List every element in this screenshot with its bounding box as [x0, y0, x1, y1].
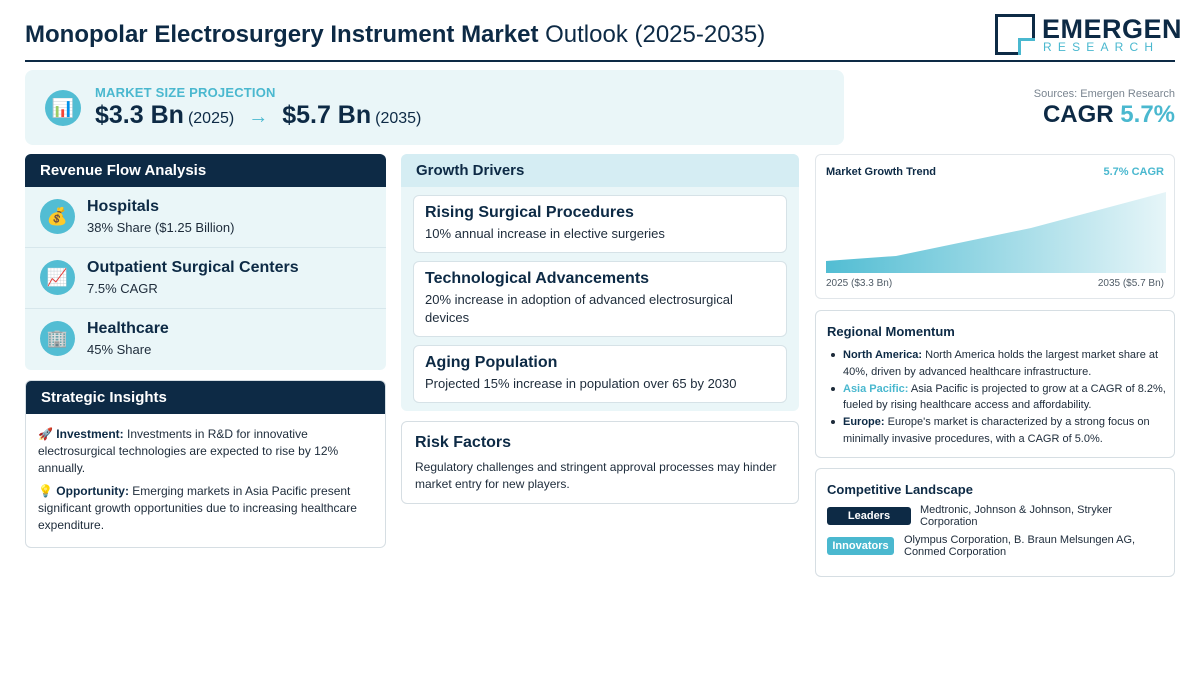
- revenue-item-detail: 7.5% CAGR: [87, 281, 158, 296]
- driver-detail: 20% increase in adoption of advanced ele…: [425, 292, 733, 325]
- region-text: Asia Pacific is projected to grow at a C…: [843, 382, 1166, 412]
- logo-wordmark: EMERGEN: [1042, 14, 1183, 44]
- driver-item: Aging Population Projected 15% increase …: [413, 345, 787, 403]
- cagr-value: CAGR 5.7%: [1034, 101, 1175, 129]
- projection-label: MARKET SIZE PROJECTION: [95, 85, 276, 100]
- revenue-item-title: Hospitals: [87, 198, 160, 215]
- driver-item: Technological Advancements 20% increase …: [413, 261, 787, 337]
- growth-drivers-heading: Growth Drivers: [401, 154, 799, 187]
- competitive-landscape-heading: Competitive Landscape: [827, 482, 973, 497]
- competitor-names: Medtronic, Johnson & Johnson, Stryker Co…: [920, 504, 1112, 528]
- revenue-item: 🏢 Healthcare 45% Share: [25, 309, 386, 370]
- region-item: Europe: Europe's market is characterized…: [828, 414, 1166, 448]
- region-text: North America holds the largest market s…: [843, 349, 1159, 378]
- lightbulb-icon: 💡: [38, 484, 53, 498]
- cagr-label: CAGR: [1042, 101, 1114, 128]
- page-title-bold: Monopolar Electrosurgery Instrument Mark…: [25, 21, 539, 48]
- insight-label: Investment:: [56, 427, 124, 441]
- insight-text: Investments in R&D for innovative electr…: [38, 427, 339, 475]
- region-text: Europe's market is characterized by a st…: [843, 416, 1150, 445]
- insight-label: Opportunity:: [56, 484, 129, 498]
- revenue-flow-card: Revenue Flow Analysis 💰 Hospitals 38% Sh…: [25, 154, 386, 370]
- trend-start-label: 2025 ($3.3 Bn): [826, 278, 893, 289]
- innovators-badge: Innovators: [827, 537, 894, 555]
- revenue-item-detail: 38% Share ($1.25 Billion): [87, 220, 235, 235]
- cagr-summary: Sources: Emergen Research CAGR 5.7%: [1034, 88, 1175, 129]
- logo-subtitle: RESEARCH: [1043, 40, 1160, 54]
- leaders-badge: Leaders: [827, 507, 911, 525]
- revenue-item: 💰 Hospitals 38% Share ($1.25 Billion): [25, 187, 386, 248]
- region-name: North America:: [843, 349, 923, 361]
- revenue-item: 📈 Outpatient Surgical Centers 7.5% CAGR: [25, 248, 386, 309]
- page-header: Monopolar Electrosurgery Instrument Mark…: [25, 12, 1182, 62]
- rocket-icon: 🚀: [38, 427, 53, 441]
- market-growth-trend-card: Market Growth Trend 5.7% CAGR 2025 ($3.3…: [815, 154, 1175, 299]
- money-bag-icon: 💰: [40, 199, 75, 234]
- sources-note: Sources: Emergen Research: [1033, 88, 1175, 100]
- driver-item: Rising Surgical Procedures 10% annual in…: [413, 195, 787, 253]
- insight-text: Emerging markets in Asia Pacific present…: [38, 484, 357, 532]
- strategic-insights-heading: Strategic Insights: [26, 381, 385, 414]
- market-size-projection: 📊 MARKET SIZE PROJECTION $3.3 Bn (2025) → $…: [25, 70, 844, 145]
- regional-list: North America: North America holds the l…: [828, 347, 1166, 448]
- projection-start-year: (2025): [187, 110, 235, 127]
- region-item: Asia Pacific: Asia Pacific is projected …: [828, 381, 1166, 415]
- trend-area: [826, 192, 1166, 273]
- projection-start-value: $3.3 Bn: [95, 101, 184, 129]
- competitor-names: Olympus Corporation, B. Braun Melsungen …: [904, 534, 1136, 558]
- emergen-logo: EMERGEN RESEARCH: [995, 14, 1182, 56]
- risk-factors-text: Regulatory challenges and stringent appr…: [415, 460, 777, 491]
- projection-values: $3.3 Bn (2025) → $5.7 Bn (2035): [95, 101, 421, 130]
- revenue-flow-heading: Revenue Flow Analysis: [25, 154, 386, 187]
- insight-item: 🚀 Investment: Investments in R&D for inn…: [38, 426, 373, 477]
- driver-title: Technological Advancements: [425, 270, 650, 287]
- cagr-percent: 5.7%: [1120, 101, 1175, 128]
- region-name: Europe:: [843, 416, 885, 429]
- trend-title: Market Growth Trend: [826, 166, 937, 178]
- competitive-landscape-card: Competitive Landscape Leaders Medtronic,…: [815, 468, 1175, 577]
- region-item: North America: North America holds the l…: [828, 347, 1166, 381]
- trend-chart-icon: 📈: [40, 260, 75, 295]
- strategic-insights-card: Strategic Insights 🚀 Investment: Investm…: [25, 380, 386, 548]
- risk-factors-heading: Risk Factors: [415, 434, 512, 451]
- revenue-item-title: Healthcare: [87, 320, 169, 337]
- logo-mark-icon: [995, 14, 1035, 55]
- trend-area-chart: [826, 192, 1166, 273]
- trend-end-label: 2035 ($5.7 Bn): [1097, 278, 1164, 289]
- revenue-item-detail: 45% Share: [87, 342, 152, 357]
- insight-item: 💡 Opportunity: Emerging markets in Asia …: [38, 483, 373, 534]
- driver-title: Aging Population: [425, 354, 558, 371]
- driver-detail: Projected 15% increase in population ove…: [425, 376, 737, 391]
- revenue-item-title: Outpatient Surgical Centers: [87, 259, 299, 276]
- regional-momentum-card: Regional Momentum North America: North A…: [815, 310, 1175, 458]
- regional-momentum-heading: Regional Momentum: [827, 324, 955, 339]
- projection-end-year: (2035): [375, 110, 422, 127]
- building-icon: 🏢: [40, 321, 75, 356]
- trend-cagr-label: 5.7% CAGR: [1103, 166, 1164, 178]
- driver-title: Rising Surgical Procedures: [425, 204, 634, 221]
- growth-drivers-card: Growth Drivers Rising Surgical Procedure…: [401, 154, 799, 411]
- page-title: Monopolar Electrosurgery Instrument Mark…: [25, 21, 765, 49]
- arrow-right-icon: →: [248, 106, 269, 128]
- risk-factors-card: Risk Factors Regulatory challenges and s…: [401, 421, 799, 504]
- bar-chart-icon: 📊: [45, 90, 81, 126]
- driver-detail: 10% annual increase in elective surgerie…: [425, 226, 665, 241]
- region-name: Asia Pacific:: [843, 382, 909, 395]
- projection-end-value: $5.7 Bn: [282, 101, 372, 129]
- page-title-light: Outlook (2025-2035): [545, 21, 766, 48]
